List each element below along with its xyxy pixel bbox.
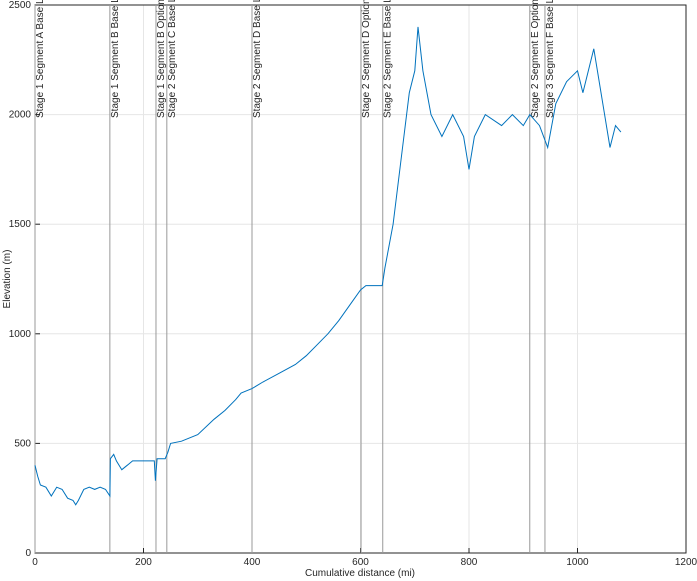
segment-label: Stage 1 Segment B Optional Loop [156,0,167,118]
x-tick-label: 1200 [675,557,697,568]
x-tick-label: 600 [352,557,369,568]
x-axis-label: Cumulative distance (mi) [305,568,415,579]
x-tick-label: 1000 [566,557,589,568]
elevation-line [34,26,622,506]
segment-label: Stage 2 Segment E Optional Loop [530,0,541,118]
y-tick-label: 500 [14,438,31,449]
segment-label: Stage 1 Segment A Base Leg [35,0,46,118]
y-tick-label: 2500 [9,0,32,11]
y-tick-label: 1500 [9,219,32,230]
x-tick-label: 200 [135,557,152,568]
x-tick-label: 800 [461,557,478,568]
y-tick-label: 0 [25,548,31,559]
segment-label: Stage 2 Segment E Base Leg [383,0,394,118]
segment-label: Stage 2 Segment D Optional Loop [361,0,372,118]
segment-label: Stage 2 Segment C Base Leg [167,0,178,118]
y-axis-label: Elevation (m) [2,250,13,309]
segment-label: Stage 3 Segment F Base Leg [545,0,556,118]
x-tick-label: 400 [244,557,261,568]
segment-label: Stage 2 Segment D Base Leg [252,0,263,118]
y-tick-label: 1000 [9,329,32,340]
segment-label: Stage 1 Segment B Base Leg [110,0,121,118]
y-tick-label: 2000 [9,110,32,121]
x-tick-label: 0 [32,557,38,568]
